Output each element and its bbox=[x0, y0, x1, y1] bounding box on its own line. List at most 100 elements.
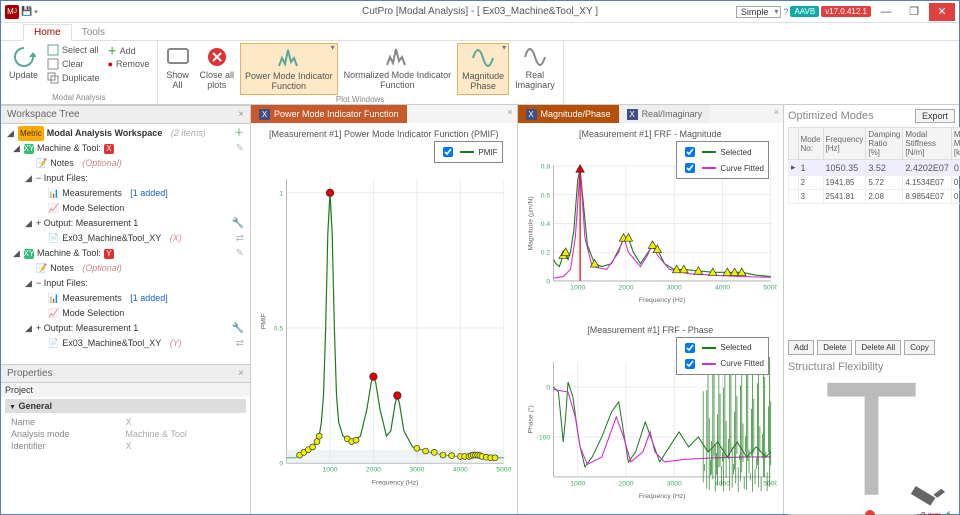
panel-close-icon[interactable]: × bbox=[503, 105, 516, 123]
svg-text:Phase (°): Phase (°) bbox=[526, 405, 534, 433]
update-button[interactable]: Update bbox=[5, 43, 42, 83]
tree-close-icon[interactable]: × bbox=[238, 109, 244, 120]
add-button[interactable]: ＋Add bbox=[105, 43, 153, 58]
svg-text:1: 1 bbox=[279, 190, 283, 197]
svg-text:0.2: 0.2 bbox=[540, 250, 550, 257]
tab-home[interactable]: Home bbox=[23, 24, 72, 41]
svg-text:4000: 4000 bbox=[714, 284, 729, 291]
tree-item[interactable]: 📊Measurements [1 added] bbox=[5, 291, 246, 306]
frf-tabs: XMagnitude/Phase XReal/Imaginary × bbox=[518, 105, 784, 123]
export-button[interactable]: Export bbox=[915, 109, 955, 123]
frf-tab-mag[interactable]: XMagnitude/Phase bbox=[518, 105, 619, 123]
table-row[interactable]: ▸11050.353.522.4202E070.556 bbox=[789, 160, 960, 176]
qat-dropdown-icon[interactable]: ▾ bbox=[34, 8, 38, 16]
svg-text:0.6: 0.6 bbox=[540, 192, 550, 199]
remove-button[interactable]: ●Remove bbox=[105, 58, 153, 70]
tree-item[interactable]: 📊Measurements [1 added] bbox=[5, 186, 246, 201]
nmif-button[interactable]: Normalized Mode Indicator Function bbox=[340, 43, 456, 93]
flexibility-slider[interactable]: 0 mm 🔨 bbox=[788, 511, 955, 515]
modes-table[interactable]: ModeNo:Frequency[Hz]DampingRatio [%]Moda… bbox=[788, 127, 960, 204]
table-row[interactable]: 32541.812.088.9854E070.352 bbox=[789, 190, 960, 204]
add-button[interactable]: Add bbox=[788, 340, 814, 355]
duplicate-button[interactable]: Duplicate bbox=[44, 71, 103, 85]
pmif-tab[interactable]: XPower Mode Indicator Function bbox=[251, 105, 407, 123]
layout-selector[interactable]: Simple bbox=[736, 6, 782, 18]
minimize-button[interactable]: — bbox=[873, 3, 899, 21]
table-row[interactable]: 21941.855.724.1534E070.279 bbox=[789, 176, 960, 190]
hammer-icon: 🔨 bbox=[945, 511, 955, 515]
panel-close-icon[interactable]: × bbox=[770, 105, 783, 123]
pmif-plot[interactable]: [Measurement #1] Power Mode Indicator Fu… bbox=[251, 123, 517, 514]
svg-text:5000: 5000 bbox=[763, 284, 777, 291]
workspace-tree-header: Workspace Tree× bbox=[1, 105, 250, 124]
help-icon[interactable]: ? bbox=[783, 7, 788, 17]
svg-text:4000: 4000 bbox=[714, 480, 729, 487]
delete-button[interactable]: Delete bbox=[817, 340, 852, 355]
svg-text:0: 0 bbox=[546, 278, 550, 285]
qat-save-icon[interactable]: 💾 bbox=[21, 6, 32, 17]
pmif-tabs: XPower Mode Indicator Function × bbox=[251, 105, 517, 123]
svg-text:0: 0 bbox=[279, 461, 283, 468]
tree-item[interactable]: 📈Mode Selection bbox=[5, 201, 246, 216]
tree-item[interactable]: ◢XYMachine & Tool:Y✎ bbox=[5, 246, 246, 261]
badge-version: v17.0.412.1 bbox=[821, 6, 871, 17]
properties-header: Properties× bbox=[1, 364, 250, 383]
svg-text:Frequency (Hz): Frequency (Hz) bbox=[638, 493, 685, 500]
maximize-button[interactable]: ❐ bbox=[901, 3, 927, 21]
frf-phase-plot[interactable]: [Measurement #1] FRF - Phase SelectedCur… bbox=[518, 319, 784, 515]
svg-text:0.4: 0.4 bbox=[540, 221, 550, 228]
app-menu-button[interactable]: MJ bbox=[5, 5, 19, 19]
pmif-button[interactable]: Power Mode Indicator Function bbox=[240, 43, 338, 95]
tree-item[interactable]: 📝Notes (Optional) bbox=[5, 156, 246, 171]
svg-text:0.5: 0.5 bbox=[274, 326, 284, 333]
ribbon-tabs: Home Tools bbox=[1, 23, 959, 41]
tree-item[interactable]: 📄Ex03_Machine&Tool_XY (Y)⇄ bbox=[5, 336, 246, 351]
window-title: CutPro [Modal Analysis] - [ Ex03_Machine… bbox=[362, 6, 598, 17]
tree-item[interactable]: ◢+ Output: Measurement 1🔧 bbox=[5, 216, 246, 231]
tree-item[interactable]: 📝Notes (Optional) bbox=[5, 261, 246, 276]
svg-text:2000: 2000 bbox=[618, 284, 633, 291]
magnitude-button[interactable]: Magnitude Phase bbox=[457, 43, 509, 95]
svg-text:2000: 2000 bbox=[366, 467, 381, 474]
svg-text:3000: 3000 bbox=[666, 284, 681, 291]
workspace-tree[interactable]: ◢MetricModal Analysis Workspace (2 items… bbox=[1, 124, 250, 364]
svg-text:-100: -100 bbox=[536, 434, 550, 441]
svg-text:1000: 1000 bbox=[322, 467, 337, 474]
delete-all-button[interactable]: Delete All bbox=[855, 340, 901, 355]
tree-item[interactable]: ◢+ Output: Measurement 1🔧 bbox=[5, 321, 246, 336]
svg-text:Frequency (Hz): Frequency (Hz) bbox=[638, 297, 685, 304]
svg-text:Frequency (Hz): Frequency (Hz) bbox=[372, 479, 419, 486]
tab-tools[interactable]: Tools bbox=[72, 25, 115, 40]
title-bar: MJ 💾 ▾ CutPro [Modal Analysis] - [ Ex03_… bbox=[1, 1, 959, 23]
flexibility-graphic bbox=[788, 373, 955, 511]
clear-button[interactable]: Clear bbox=[44, 57, 103, 71]
select-all-button[interactable]: Select all bbox=[44, 43, 103, 57]
svg-text:PMIF: PMIF bbox=[260, 313, 267, 329]
frf-tab-real[interactable]: XReal/Imaginary bbox=[619, 105, 711, 123]
tree-item[interactable]: ◢− Input Files: bbox=[5, 276, 246, 291]
close-button[interactable]: ✕ bbox=[929, 3, 955, 21]
tree-item[interactable]: 📄Ex03_Machine&Tool_XY (X)⇄ bbox=[5, 231, 246, 246]
svg-text:3000: 3000 bbox=[409, 467, 424, 474]
svg-text:5000: 5000 bbox=[763, 480, 777, 487]
show-all-button[interactable]: Show All bbox=[162, 43, 194, 93]
copy-button[interactable]: Copy bbox=[904, 340, 935, 355]
svg-text:0.8: 0.8 bbox=[540, 164, 550, 171]
close-all-button[interactable]: Close all plots bbox=[196, 43, 239, 93]
svg-text:4000: 4000 bbox=[453, 467, 468, 474]
svg-text:Magnitude (µm/N): Magnitude (µm/N) bbox=[527, 196, 534, 250]
tree-item[interactable]: 📈Mode Selection bbox=[5, 306, 246, 321]
tree-item[interactable]: ◢− Input Files: bbox=[5, 171, 246, 186]
props-close-icon[interactable]: × bbox=[238, 368, 244, 379]
frf-mag-plot[interactable]: [Measurement #1] FRF - Magnitude Selecte… bbox=[518, 123, 784, 319]
svg-text:1000: 1000 bbox=[570, 284, 585, 291]
svg-text:0: 0 bbox=[546, 384, 550, 391]
ribbon: Update Select all Clear Duplicate ＋Add ●… bbox=[1, 41, 959, 105]
real-button[interactable]: Real Imaginary bbox=[511, 43, 559, 93]
svg-text:5000: 5000 bbox=[496, 467, 510, 474]
badge-aavb: AAVB bbox=[790, 6, 819, 17]
svg-text:2000: 2000 bbox=[618, 480, 633, 487]
tree-item[interactable]: ◢XYMachine & Tool:X✎ bbox=[5, 141, 246, 156]
svg-text:1000: 1000 bbox=[570, 480, 585, 487]
right-panel: Optimized ModesExport ModeNo:Frequency[H… bbox=[784, 105, 959, 514]
